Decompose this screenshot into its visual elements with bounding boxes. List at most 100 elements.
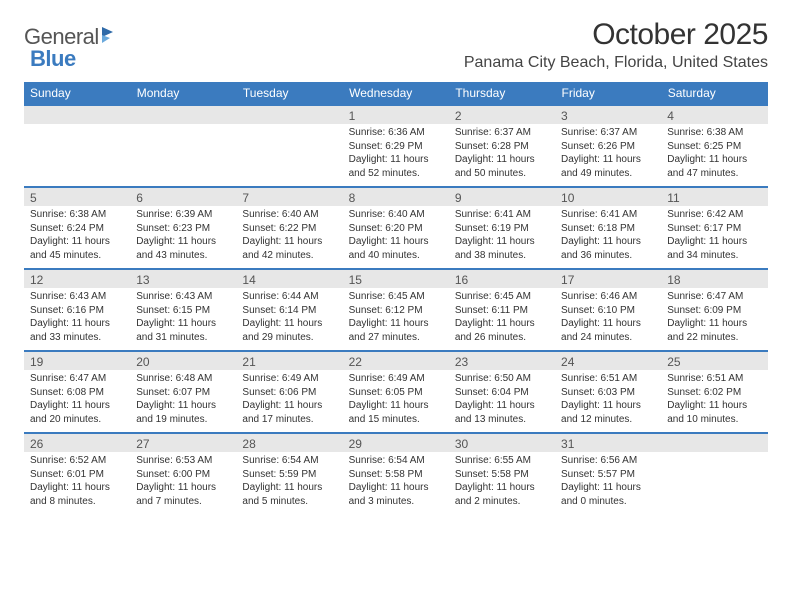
day-content: Sunrise: 6:42 AMSunset: 6:17 PMDaylight:…: [661, 206, 767, 268]
sunset-line: Sunset: 6:28 PM: [455, 140, 549, 154]
day-cell: 6Sunrise: 6:39 AMSunset: 6:23 PMDaylight…: [130, 187, 236, 269]
day-cell: 13Sunrise: 6:43 AMSunset: 6:15 PMDayligh…: [130, 269, 236, 351]
day-cell: 28Sunrise: 6:54 AMSunset: 5:59 PMDayligh…: [236, 433, 342, 514]
day-cell: 14Sunrise: 6:44 AMSunset: 6:14 PMDayligh…: [236, 269, 342, 351]
day-number: 10: [555, 188, 661, 206]
sunset-line: Sunset: 6:01 PM: [30, 468, 124, 482]
day-cell: 12Sunrise: 6:43 AMSunset: 6:16 PMDayligh…: [24, 269, 130, 351]
sunset-line: Sunset: 6:22 PM: [242, 222, 336, 236]
day-number: 9: [449, 188, 555, 206]
day-cell: 8Sunrise: 6:40 AMSunset: 6:20 PMDaylight…: [343, 187, 449, 269]
sunset-line: Sunset: 6:07 PM: [136, 386, 230, 400]
day-cell: 10Sunrise: 6:41 AMSunset: 6:18 PMDayligh…: [555, 187, 661, 269]
day-cell: 9Sunrise: 6:41 AMSunset: 6:19 PMDaylight…: [449, 187, 555, 269]
day-cell: 15Sunrise: 6:45 AMSunset: 6:12 PMDayligh…: [343, 269, 449, 351]
sunset-line: Sunset: 6:10 PM: [561, 304, 655, 318]
daylight-line: Daylight: 11 hours and 13 minutes.: [455, 399, 549, 426]
day-number: 14: [236, 270, 342, 288]
day-number: 3: [555, 106, 661, 124]
sunset-line: Sunset: 6:04 PM: [455, 386, 549, 400]
day-content: Sunrise: 6:49 AMSunset: 6:06 PMDaylight:…: [236, 370, 342, 432]
day-number: 20: [130, 352, 236, 370]
header: General October 2025 Panama City Beach, …: [24, 18, 768, 72]
sunrise-line: Sunrise: 6:45 AM: [349, 290, 443, 304]
day-content: Sunrise: 6:37 AMSunset: 6:26 PMDaylight:…: [555, 124, 661, 186]
day-content-empty: [24, 124, 130, 184]
day-content-empty: [130, 124, 236, 184]
daylight-line: Daylight: 11 hours and 49 minutes.: [561, 153, 655, 180]
day-content: Sunrise: 6:51 AMSunset: 6:02 PMDaylight:…: [661, 370, 767, 432]
week-row: 5Sunrise: 6:38 AMSunset: 6:24 PMDaylight…: [24, 187, 768, 269]
daylight-line: Daylight: 11 hours and 33 minutes.: [30, 317, 124, 344]
sunset-line: Sunset: 6:23 PM: [136, 222, 230, 236]
day-cell: 18Sunrise: 6:47 AMSunset: 6:09 PMDayligh…: [661, 269, 767, 351]
sunset-line: Sunset: 6:08 PM: [30, 386, 124, 400]
daylight-line: Daylight: 11 hours and 19 minutes.: [136, 399, 230, 426]
sunrise-line: Sunrise: 6:52 AM: [30, 454, 124, 468]
day-header: Tuesday: [236, 82, 342, 105]
day-cell: 7Sunrise: 6:40 AMSunset: 6:22 PMDaylight…: [236, 187, 342, 269]
sunrise-line: Sunrise: 6:42 AM: [667, 208, 761, 222]
day-header: Friday: [555, 82, 661, 105]
day-number: 29: [343, 434, 449, 452]
day-number: 21: [236, 352, 342, 370]
day-content: Sunrise: 6:45 AMSunset: 6:12 PMDaylight:…: [343, 288, 449, 350]
day-number: 31: [555, 434, 661, 452]
day-number: 11: [661, 188, 767, 206]
day-cell: 16Sunrise: 6:45 AMSunset: 6:11 PMDayligh…: [449, 269, 555, 351]
sunset-line: Sunset: 6:16 PM: [30, 304, 124, 318]
sunset-line: Sunset: 6:00 PM: [136, 468, 230, 482]
day-content: Sunrise: 6:43 AMSunset: 6:15 PMDaylight:…: [130, 288, 236, 350]
day-cell: 17Sunrise: 6:46 AMSunset: 6:10 PMDayligh…: [555, 269, 661, 351]
sunrise-line: Sunrise: 6:53 AM: [136, 454, 230, 468]
day-content: Sunrise: 6:54 AMSunset: 5:59 PMDaylight:…: [236, 452, 342, 514]
day-content: Sunrise: 6:46 AMSunset: 6:10 PMDaylight:…: [555, 288, 661, 350]
day-number: 6: [130, 188, 236, 206]
day-number: 23: [449, 352, 555, 370]
daylight-line: Daylight: 11 hours and 0 minutes.: [561, 481, 655, 508]
empty-day-band: [661, 434, 767, 452]
day-cell: [24, 105, 130, 187]
daylight-line: Daylight: 11 hours and 5 minutes.: [242, 481, 336, 508]
sunrise-line: Sunrise: 6:44 AM: [242, 290, 336, 304]
daylight-line: Daylight: 11 hours and 38 minutes.: [455, 235, 549, 262]
sunrise-line: Sunrise: 6:54 AM: [242, 454, 336, 468]
sunset-line: Sunset: 5:58 PM: [349, 468, 443, 482]
day-cell: 11Sunrise: 6:42 AMSunset: 6:17 PMDayligh…: [661, 187, 767, 269]
daylight-line: Daylight: 11 hours and 52 minutes.: [349, 153, 443, 180]
day-number: 16: [449, 270, 555, 288]
day-cell: 3Sunrise: 6:37 AMSunset: 6:26 PMDaylight…: [555, 105, 661, 187]
sunrise-line: Sunrise: 6:47 AM: [667, 290, 761, 304]
day-number: 17: [555, 270, 661, 288]
daylight-line: Daylight: 11 hours and 40 minutes.: [349, 235, 443, 262]
day-cell: [661, 433, 767, 514]
daylight-line: Daylight: 11 hours and 24 minutes.: [561, 317, 655, 344]
day-cell: 27Sunrise: 6:53 AMSunset: 6:00 PMDayligh…: [130, 433, 236, 514]
day-number: 24: [555, 352, 661, 370]
daylight-line: Daylight: 11 hours and 27 minutes.: [349, 317, 443, 344]
day-content: Sunrise: 6:38 AMSunset: 6:25 PMDaylight:…: [661, 124, 767, 186]
sunrise-line: Sunrise: 6:49 AM: [242, 372, 336, 386]
day-content: Sunrise: 6:51 AMSunset: 6:03 PMDaylight:…: [555, 370, 661, 432]
day-content: Sunrise: 6:41 AMSunset: 6:18 PMDaylight:…: [555, 206, 661, 268]
sunset-line: Sunset: 6:25 PM: [667, 140, 761, 154]
daylight-line: Daylight: 11 hours and 2 minutes.: [455, 481, 549, 508]
day-content: Sunrise: 6:39 AMSunset: 6:23 PMDaylight:…: [130, 206, 236, 268]
sunset-line: Sunset: 6:19 PM: [455, 222, 549, 236]
sunset-line: Sunset: 6:24 PM: [30, 222, 124, 236]
daylight-line: Daylight: 11 hours and 47 minutes.: [667, 153, 761, 180]
location: Panama City Beach, Florida, United State…: [464, 54, 768, 72]
sunset-line: Sunset: 6:29 PM: [349, 140, 443, 154]
week-row: 19Sunrise: 6:47 AMSunset: 6:08 PMDayligh…: [24, 351, 768, 433]
daylight-line: Daylight: 11 hours and 26 minutes.: [455, 317, 549, 344]
sunset-line: Sunset: 6:02 PM: [667, 386, 761, 400]
day-number: 7: [236, 188, 342, 206]
daylight-line: Daylight: 11 hours and 15 minutes.: [349, 399, 443, 426]
day-header: Sunday: [24, 82, 130, 105]
day-content: Sunrise: 6:47 AMSunset: 6:09 PMDaylight:…: [661, 288, 767, 350]
day-content: Sunrise: 6:53 AMSunset: 6:00 PMDaylight:…: [130, 452, 236, 514]
day-cell: [130, 105, 236, 187]
day-content-empty: [661, 452, 767, 512]
sunrise-line: Sunrise: 6:55 AM: [455, 454, 549, 468]
sunset-line: Sunset: 5:57 PM: [561, 468, 655, 482]
